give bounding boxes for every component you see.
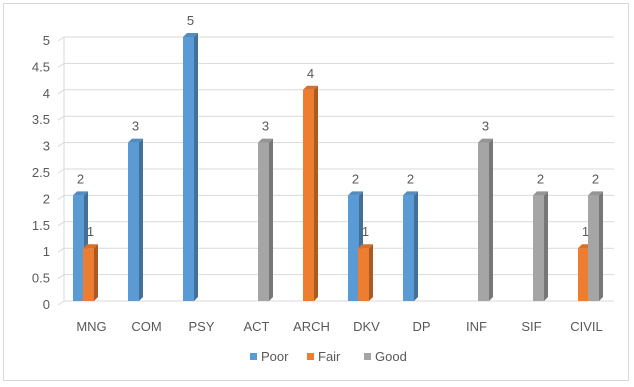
y-tick-label: 2.5: [32, 165, 50, 180]
x-tick-label: SIF: [521, 319, 541, 334]
data-label: 3: [132, 119, 139, 134]
data-label: 1: [582, 224, 589, 239]
legend: Poor Fair Good: [250, 349, 407, 364]
y-tick-label: 1.5: [32, 218, 50, 233]
bar-chart: 0 0.5 1 1.5 2 2.5 3 3.5 4 4.5 5 2 1 3 5 3 4 2 1 2 3 2 1 2 MNG C…: [32, 13, 614, 364]
x-tick-label: INF: [466, 319, 487, 334]
data-label: 3: [262, 119, 269, 134]
bar: [478, 138, 493, 301]
x-tick-label: DKV: [353, 319, 380, 334]
y-tick-label: 5: [43, 33, 50, 48]
x-tick-label: PSY: [188, 319, 214, 334]
data-label: 5: [187, 13, 194, 28]
y-tick-label: 1: [43, 244, 50, 259]
legend-item: Fair: [307, 349, 341, 364]
legend-swatch: [364, 353, 371, 360]
data-label: 4: [307, 66, 314, 81]
gridline: [57, 168, 614, 174]
chart-frame: 0 0.5 1 1.5 2 2.5 3 3.5 4 4.5 5 2 1 3 5 3 4 2 1 2 3 2 1 2 MNG C…: [3, 3, 629, 381]
x-tick-label: DP: [412, 319, 430, 334]
y-tick-label: 4.5: [32, 59, 50, 74]
bar: [588, 191, 603, 301]
data-label: 2: [77, 171, 84, 186]
x-axis-ticks: MNG COM PSY ACT ARCH DKV DP INF SIF CIVIL: [76, 319, 602, 334]
data-label: 2: [407, 171, 414, 186]
y-tick-label: 2: [43, 191, 50, 206]
gridline: [57, 274, 614, 280]
data-label: 2: [537, 171, 544, 186]
gridline: [57, 89, 614, 95]
bar: [83, 244, 98, 301]
gridline: [57, 115, 614, 121]
legend-label: Fair: [318, 349, 341, 364]
x-tick-label: ACT: [244, 319, 270, 334]
y-tick-label: 3.5: [32, 112, 50, 127]
bars: [73, 33, 603, 301]
y-tick-label: 0.5: [32, 271, 50, 286]
x-tick-label: MNG: [76, 319, 106, 334]
x-tick-label: ARCH: [293, 319, 330, 334]
x-tick-label: CIVIL: [570, 319, 603, 334]
gridline: [57, 247, 614, 253]
data-labels: 2 1 3 5 3 4 2 1 2 3 2 1 2: [77, 13, 599, 239]
data-label: 1: [87, 224, 94, 239]
x-tick-label: COM: [131, 319, 161, 334]
gridline: [57, 194, 614, 200]
data-label: 3: [482, 119, 489, 134]
bar: [183, 33, 198, 301]
legend-label: Poor: [261, 349, 289, 364]
legend-swatch: [250, 353, 257, 360]
gridline: [57, 142, 614, 148]
legend-item: Poor: [250, 349, 289, 364]
gridline: [57, 300, 614, 306]
legend-label: Good: [375, 349, 407, 364]
gridline: [57, 62, 614, 68]
data-label: 1: [362, 224, 369, 239]
data-label: 2: [352, 171, 359, 186]
bar: [358, 244, 373, 301]
legend-swatch: [307, 353, 314, 360]
bar: [128, 138, 143, 301]
data-label: 2: [592, 171, 599, 186]
bar: [258, 138, 273, 301]
bar: [533, 191, 548, 301]
y-axis-ticks: 0 0.5 1 1.5 2 2.5 3 3.5 4 4.5 5: [32, 33, 50, 312]
gridline: [57, 36, 614, 42]
bar: [403, 191, 418, 301]
grid-lines: [57, 36, 614, 306]
gridline: [57, 221, 614, 227]
legend-item: Good: [364, 349, 407, 364]
bar: [303, 85, 318, 301]
y-tick-label: 0: [43, 297, 50, 312]
y-tick-label: 3: [43, 139, 50, 154]
y-tick-label: 4: [43, 86, 50, 101]
